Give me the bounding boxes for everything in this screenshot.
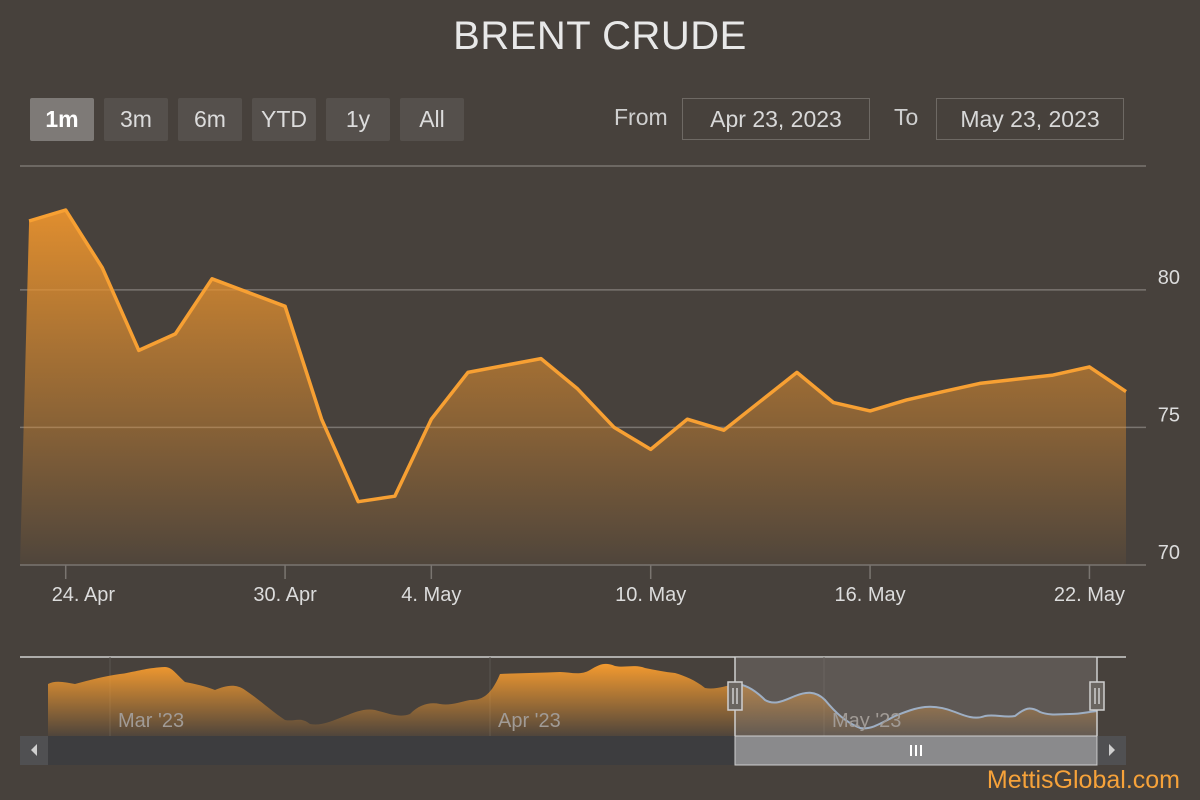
range-button-ytd[interactable]: YTD xyxy=(252,98,316,141)
range-button-3m[interactable]: 3m xyxy=(104,98,168,141)
y-axis-labels: 70 75 80 xyxy=(1158,267,1180,564)
scrollbar[interactable] xyxy=(20,735,1126,766)
from-date-input[interactable]: Apr 23, 2023 xyxy=(682,98,870,140)
navigator-line xyxy=(734,683,1098,730)
x-axis-ticks: 24. Apr 30. Apr 4. May 10. May 16. May 22. Ma… xyxy=(52,565,1125,606)
navigator-label-apr: Apr '23 xyxy=(498,710,561,732)
navigator-left-handle[interactable] xyxy=(727,681,743,711)
x-tick-label: 10. May xyxy=(615,584,686,606)
navigator-area xyxy=(48,663,1097,736)
range-button-1m[interactable]: 1m xyxy=(30,98,94,141)
x-tick-label: 22. May xyxy=(1054,584,1125,606)
price-line xyxy=(28,208,1127,504)
navigator-right-handle[interactable] xyxy=(1089,681,1105,711)
right-arrow-icon xyxy=(1109,744,1115,756)
left-arrow-icon xyxy=(31,744,37,756)
from-label: From xyxy=(614,104,668,130)
y-tick-label: 75 xyxy=(1158,404,1180,426)
price-area xyxy=(20,210,1126,565)
navigator[interactable]: Mar '23 Apr '23 May '23 xyxy=(20,656,1126,736)
to-date-input[interactable]: May 23, 2023 xyxy=(936,98,1124,140)
credit-link[interactable]: MettisGlobal.com xyxy=(986,766,1180,794)
y-tick-label: 70 xyxy=(1158,542,1180,564)
x-tick-label: 16. May xyxy=(834,584,905,606)
x-tick-label: 24. Apr xyxy=(52,584,116,606)
navigator-label-mar: Mar '23 xyxy=(118,710,184,732)
x-tick-label: 30. Apr xyxy=(253,584,317,606)
range-button-all[interactable]: All xyxy=(400,98,464,141)
navigator-label-may: May '23 xyxy=(832,710,901,732)
to-label: To xyxy=(894,104,919,130)
y-tick-label: 80 xyxy=(1158,267,1180,289)
chart-title: BRENT CRUDE xyxy=(453,14,747,58)
range-button-1y[interactable]: 1y xyxy=(326,98,390,141)
navigator-selection-mask[interactable] xyxy=(735,657,1097,736)
x-tick-label: 4. May xyxy=(401,584,461,606)
range-button-6m[interactable]: 6m xyxy=(178,98,242,141)
